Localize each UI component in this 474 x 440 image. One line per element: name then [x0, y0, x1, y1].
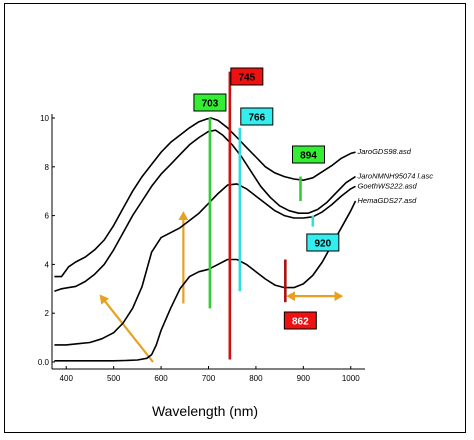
series-line-3 [54, 183, 356, 346]
series-line-2 [54, 129, 356, 292]
marker-box-862 [283, 311, 317, 330]
x-axis-label: Wavelength (nm) [152, 403, 258, 419]
y-tick-label: 0.0 [38, 358, 50, 367]
y-tick-label: 10 [40, 114, 49, 123]
marker-label-920: 920 [314, 239, 331, 250]
x-tick-label: 400 [60, 374, 74, 383]
y-tick-label: 8 [45, 163, 50, 172]
x-tick-label: 600 [154, 374, 168, 383]
x-tick-label: 1000 [342, 374, 360, 383]
series-label-1: JaroGDS98.asd [357, 147, 412, 156]
marker-label-745: 745 [238, 73, 255, 84]
series-line-4 [54, 200, 357, 362]
marker-box-745 [230, 67, 264, 86]
arrow-1 [99, 294, 154, 363]
x-tick-label: 800 [249, 374, 263, 383]
marker-label-894: 894 [300, 151, 317, 162]
series-line-1 [54, 117, 356, 278]
marker-label-862: 862 [292, 317, 309, 328]
marker-box-894 [292, 145, 326, 164]
marker-box-703 [193, 93, 227, 112]
y-tick-label: 2 [45, 309, 50, 318]
marker-box-766 [240, 107, 274, 126]
y-tick-label: 4 [45, 260, 50, 269]
marker-box-920 [306, 233, 340, 252]
marker-label-766: 766 [248, 113, 265, 124]
x-tick-label: 900 [297, 374, 311, 383]
series-label-4: HemaGDS27.asd [358, 196, 418, 205]
marker-label-703: 703 [202, 99, 219, 110]
series-label-3: GoethWS222.asd [358, 181, 418, 190]
series-label-2: JaroNMNH95074 l.asc [357, 172, 434, 181]
x-tick-label: 700 [202, 374, 216, 383]
x-tick-label: 500 [107, 374, 121, 383]
y-tick-label: 6 [45, 212, 50, 221]
